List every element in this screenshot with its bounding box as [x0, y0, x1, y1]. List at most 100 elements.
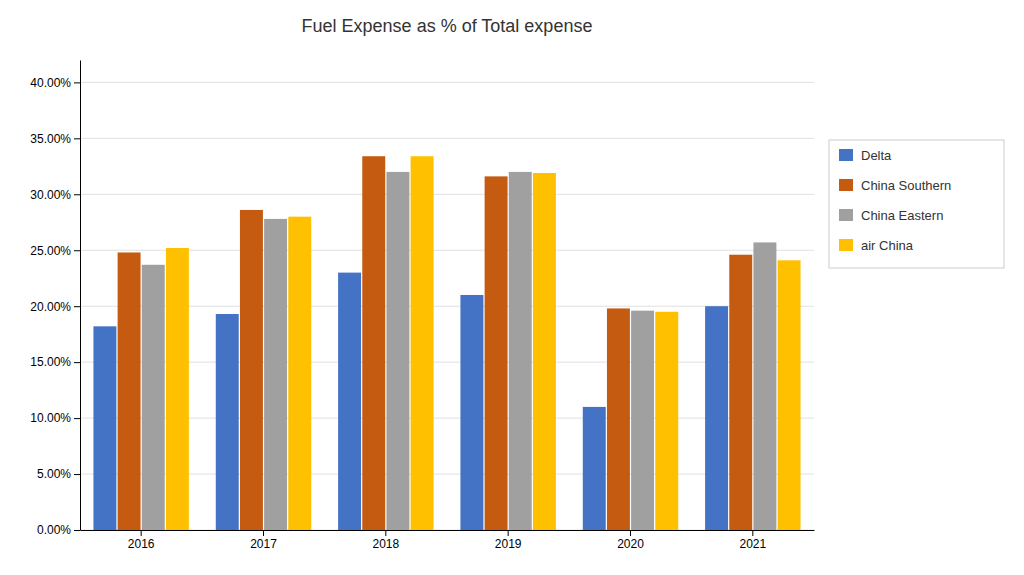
y-tick: 5.00%: [37, 467, 80, 481]
y-tick-label: 40.00%: [30, 76, 71, 90]
x-tick: 2017: [250, 530, 277, 551]
grid-line: [80, 138, 814, 139]
legend-swatch: [839, 209, 853, 221]
grid-line: [80, 250, 814, 251]
grid-line: [80, 418, 814, 419]
legend-item: air China: [839, 238, 914, 253]
bar: [386, 172, 409, 530]
legend-swatch: [839, 239, 853, 251]
y-tick: 0.00%: [37, 523, 80, 537]
bar: [338, 273, 361, 530]
x-tick-mark: [752, 530, 753, 536]
x-tick-label: 2016: [128, 537, 155, 551]
x-tick-mark: [385, 530, 386, 536]
legend-label: air China: [861, 238, 914, 253]
bar: [93, 326, 116, 530]
bar-series: [118, 156, 753, 530]
x-tick: 2019: [495, 530, 522, 551]
y-tick-mark: [74, 194, 80, 195]
x-tick-label: 2020: [617, 537, 644, 551]
bar: [264, 219, 287, 530]
y-tick-label: 25.00%: [30, 244, 71, 258]
bar: [607, 308, 630, 530]
y-tick: 40.00%: [30, 76, 80, 90]
legend-item: China Southern: [839, 178, 951, 193]
y-tick: 15.00%: [30, 355, 80, 369]
x-tick: 2018: [372, 530, 399, 551]
y-tick-label: 20.00%: [30, 300, 71, 314]
y-tick-mark: [74, 362, 80, 363]
bar: [753, 242, 776, 530]
legend-label: China Eastern: [861, 208, 943, 223]
bar: [240, 210, 263, 530]
grid-line: [80, 530, 814, 531]
grid: [80, 82, 814, 530]
x-tick-label: 2017: [250, 537, 277, 551]
x-tick-label: 2019: [495, 537, 522, 551]
chart: 2016 2017 2018 2019 2020 2021 0.00% 5.00% 10.00%…: [0, 0, 1024, 575]
legend-item: China Eastern: [839, 208, 943, 223]
bar: [631, 311, 654, 530]
grid-line: [80, 362, 814, 363]
x-tick-label: 2021: [739, 537, 766, 551]
x-tick-mark: [508, 530, 509, 536]
bar: [705, 306, 728, 530]
y-tick-mark: [74, 138, 80, 139]
plot: 2016 2017 2018 2019 2020 2021 0.00% 5.00% 10.00%…: [30, 61, 814, 551]
x-tick-mark: [263, 530, 264, 536]
y-tick-mark: [74, 530, 80, 531]
y-tick-mark: [74, 418, 80, 419]
y-tick: 25.00%: [30, 244, 80, 258]
legend-swatch: [839, 149, 853, 161]
x-tick-mark: [141, 530, 142, 536]
y-tick-label: 0.00%: [37, 523, 71, 537]
legend: Delta China Southern China Eastern air Chin…: [829, 140, 1004, 268]
legend-label: China Southern: [861, 178, 951, 193]
x-tick: 2020: [617, 530, 644, 551]
bar: [485, 176, 508, 530]
y-tick-mark: [74, 474, 80, 475]
x-tick: 2021: [739, 530, 766, 551]
grid-line: [80, 306, 814, 307]
y-tick-mark: [74, 82, 80, 83]
legend-item: Delta: [839, 148, 892, 163]
x-tick: 2016: [128, 530, 155, 551]
y-tick-mark: [74, 306, 80, 307]
bar: [460, 295, 483, 530]
bar: [216, 314, 239, 530]
bar: [533, 173, 556, 530]
y-tick-label: 35.00%: [30, 132, 71, 146]
bar-series: [142, 172, 777, 530]
y-tick: 30.00%: [30, 188, 80, 202]
y-axis-line: [80, 61, 81, 531]
bar: [166, 248, 189, 530]
y-tick-label: 30.00%: [30, 188, 71, 202]
bar: [118, 252, 141, 530]
x-axis: 2016 2017 2018 2019 2020 2021: [81, 530, 815, 551]
legend-frame: [829, 140, 1004, 268]
bar: [778, 260, 801, 530]
y-tick: 20.00%: [30, 300, 80, 314]
legend-swatch: [839, 179, 853, 191]
y-tick: 10.00%: [30, 411, 80, 425]
bar: [583, 407, 606, 530]
grid-line: [80, 194, 814, 195]
bar-series: [166, 156, 801, 530]
bar: [411, 156, 434, 530]
bar: [288, 217, 311, 530]
legend-label: Delta: [861, 148, 892, 163]
grid-line: [80, 82, 814, 83]
y-tick-label: 5.00%: [37, 467, 71, 481]
y-axis: 0.00% 5.00% 10.00% 15.00% 20.00% 25.00% 30.00%…: [30, 61, 80, 538]
bar: [362, 156, 385, 530]
title: Fuel Expense as % of Total expense: [302, 16, 593, 36]
grid-line: [80, 474, 814, 475]
bars: [93, 156, 800, 530]
y-tick: 35.00%: [30, 132, 80, 146]
y-tick-label: 10.00%: [30, 411, 71, 425]
bar: [142, 265, 165, 530]
y-tick-mark: [74, 250, 80, 251]
bar: [655, 312, 678, 530]
bar: [729, 255, 752, 530]
x-tick-label: 2018: [372, 537, 399, 551]
